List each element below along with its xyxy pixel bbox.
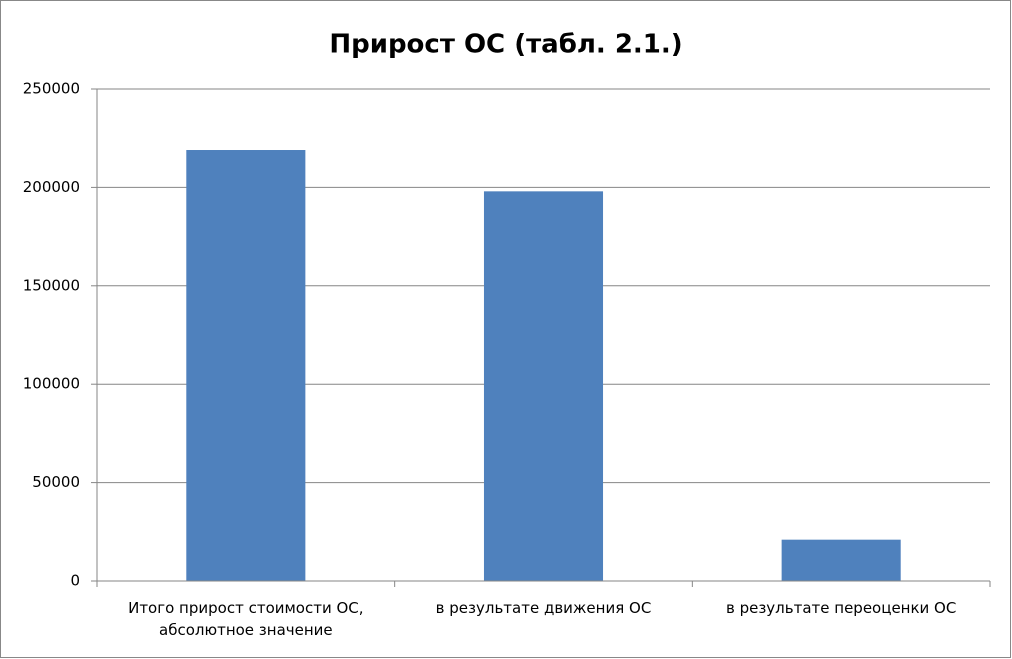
y-tick-label: 50000 — [32, 473, 80, 491]
bar — [186, 150, 306, 581]
x-tick-label: Итого прирост стоимости ОС, абсолютное з… — [128, 599, 364, 639]
y-tick-label: 150000 — [23, 276, 80, 294]
bar — [483, 191, 604, 581]
bar — [781, 539, 901, 581]
y-tick-label: 0 — [70, 572, 80, 590]
y-tick-label: 100000 — [23, 375, 80, 393]
x-tick-label: в результате переоценки ОС — [725, 599, 957, 617]
y-tick-label: 250000 — [23, 80, 80, 98]
chart-title: Прирост ОС (табл. 2.1.) — [329, 30, 682, 60]
x-tick-label: в результате движения ОС — [435, 599, 652, 617]
y-tick-label: 200000 — [23, 178, 80, 196]
